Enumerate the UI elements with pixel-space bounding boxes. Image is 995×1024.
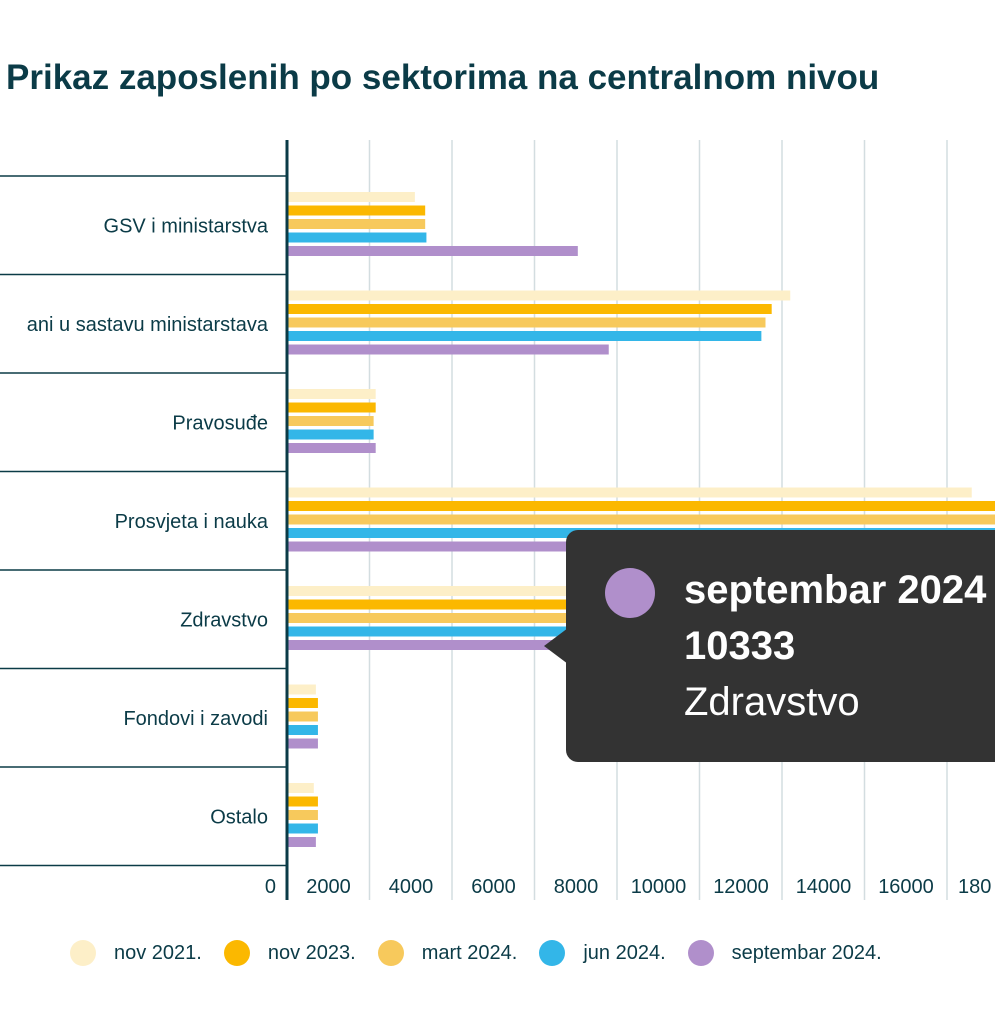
chart-title: Prikaz zaposlenih po sektorima na centra…	[6, 58, 880, 97]
legend-dot	[377, 940, 404, 966]
category-label: Ostalo	[210, 806, 268, 828]
bar	[288, 599, 721, 610]
legend-item[interactable]: jun 2024.	[539, 940, 666, 966]
bar	[288, 725, 318, 735]
category-label: ani u sastavu ministarstava	[27, 314, 269, 336]
x-tick-label: 4000	[389, 876, 434, 898]
legend-dot	[70, 940, 96, 966]
legend-label: nov 2023.	[267, 941, 356, 964]
bar	[288, 331, 762, 341]
category-label: Prosvjeta i nauka	[115, 511, 269, 533]
category-label: Pravosuđe	[172, 412, 268, 434]
bar	[288, 738, 318, 749]
legend-dot	[223, 940, 250, 966]
bar	[288, 487, 972, 498]
legend-item[interactable]: mart 2024.	[377, 940, 518, 966]
tooltip-series-dot	[605, 568, 655, 618]
x-tick-label: 10000	[631, 876, 687, 898]
bar	[288, 317, 766, 328]
x-tick-label: 8000	[554, 876, 599, 898]
bar	[288, 344, 609, 355]
bar	[288, 290, 791, 301]
x-tick-label: 14000	[796, 876, 852, 898]
bar	[288, 698, 318, 708]
legend-label: jun 2024.	[583, 941, 666, 964]
legend-item[interactable]: nov 2021.	[70, 940, 202, 966]
category-label: Zdravstvo	[180, 609, 268, 631]
category-label: GSV i ministarstva	[104, 215, 269, 237]
x-tick-label: 12000	[713, 876, 769, 898]
bar	[288, 640, 714, 650]
category-label: Fondovi i zavodi	[123, 708, 268, 730]
legend-dot	[687, 940, 714, 966]
tooltip-arrow	[544, 628, 568, 664]
bar	[288, 389, 376, 399]
bar	[288, 613, 716, 623]
bar	[288, 205, 426, 216]
x-tick-label: 2000	[306, 876, 351, 898]
legend-label: mart 2024.	[421, 941, 518, 964]
bar	[288, 246, 578, 256]
tooltip-category: Zdravstvo	[684, 680, 860, 724]
legend-label: nov 2021.	[114, 941, 202, 964]
bar	[288, 796, 318, 807]
bar	[288, 304, 772, 314]
bar	[288, 810, 318, 820]
bar	[288, 586, 716, 596]
bar	[288, 443, 376, 453]
legend-label: septembar 2024.	[731, 941, 882, 964]
bar	[288, 232, 427, 243]
tooltip-value: 10333	[684, 624, 796, 668]
bar	[288, 541, 721, 552]
bar	[288, 501, 995, 511]
tooltip-series-name: septembar 2024	[684, 568, 987, 612]
bar	[288, 684, 316, 695]
x-tick-label: 0	[265, 876, 276, 898]
bar	[288, 837, 316, 847]
bar	[288, 192, 415, 202]
legend-item[interactable]: septembar 2024.	[687, 940, 882, 966]
bar	[288, 402, 376, 413]
legend: nov 2021. nov 2023. mart 2024. jun 2024.…	[70, 940, 904, 966]
legend-dot	[539, 940, 566, 966]
x-tick-label: 6000	[471, 876, 516, 898]
bar	[288, 783, 314, 793]
bar	[288, 711, 318, 722]
bar	[288, 416, 374, 426]
bar	[288, 626, 712, 637]
bar	[288, 823, 318, 834]
x-tick-label: 16000	[878, 876, 934, 898]
legend-item[interactable]: nov 2023.	[223, 940, 356, 966]
bar	[288, 514, 995, 525]
bar	[288, 429, 374, 440]
x-tick-label: 180	[958, 876, 991, 898]
bar	[288, 219, 426, 229]
